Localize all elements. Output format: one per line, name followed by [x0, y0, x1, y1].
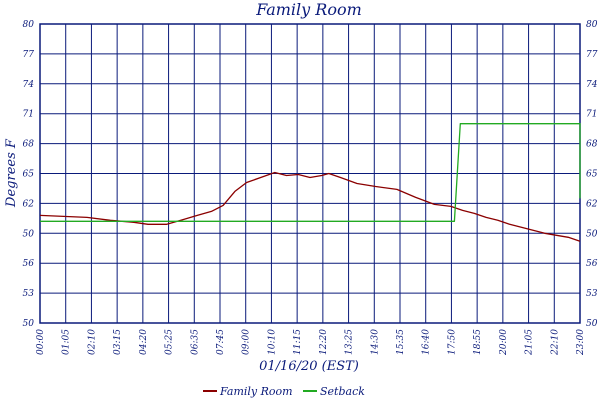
y-ticks-right: 80 77 74 71 68 65 62 50 56 53 50	[586, 20, 598, 329]
x-tick-label: 09:00	[242, 329, 252, 355]
y-tick-label-right: 62	[586, 199, 598, 209]
x-ticks: 00:00 01:05 02:10 03:15 04:20 05:25 06:35 07:45…	[36, 329, 586, 356]
x-tick-label: 11:15	[293, 329, 303, 355]
x-tick-label: 20:00	[499, 329, 509, 356]
y-tick-label-left: 77	[23, 50, 35, 60]
y-tick-label-right: 77	[586, 50, 598, 60]
legend-label-setback: Setback	[320, 385, 365, 398]
y-tick-label-left: 71	[23, 110, 34, 120]
y-tick-label-right: 80	[586, 20, 598, 30]
y-tick-label-left: 80	[23, 20, 35, 30]
x-tick-label: 07:45	[216, 329, 226, 355]
series-line-setback	[40, 123, 581, 222]
x-tick-label: 05:25	[165, 329, 175, 355]
x-tick-label: 18:55	[473, 329, 483, 355]
x-axis-label: 01/16/20 (EST)	[259, 359, 359, 374]
x-tick-label: 14:30	[370, 329, 380, 355]
y-tick-label-right: 50	[586, 319, 598, 329]
y-tick-label-right: 50	[586, 229, 598, 239]
y-tick-label-left: 74	[23, 80, 35, 90]
y-tick-label-right: 53	[586, 289, 598, 299]
series-layer	[39, 123, 581, 242]
y-tick-label-right: 74	[586, 80, 598, 90]
x-tick-label: 16:40	[422, 329, 432, 355]
y-tick-label-right: 65	[586, 170, 598, 180]
x-tick-label: 03:15	[113, 329, 123, 355]
x-tick-label: 02:10	[87, 329, 97, 355]
y-tick-label-right: 71	[586, 110, 597, 120]
x-tick-label: 04:20	[139, 329, 149, 355]
y-tick-label-left: 53	[23, 289, 35, 299]
x-tick-label: 01:05	[62, 329, 72, 355]
grid	[39, 23, 581, 324]
series-line-family-room	[39, 171, 581, 242]
y-tick-label-left: 50	[23, 319, 35, 329]
x-tick-label: 13:25	[345, 329, 355, 355]
x-tick-label: 12:20	[319, 329, 329, 355]
legend-label-family-room: Family Room	[219, 385, 293, 398]
x-tick-label: 00:00	[36, 329, 46, 355]
x-tick-label: 17:50	[447, 329, 457, 355]
y-tick-label-right: 68	[586, 140, 598, 150]
x-tick-label: 23:00	[576, 329, 586, 356]
x-tick-label: 21:05	[525, 329, 535, 356]
y-axis-label: Degrees F	[4, 138, 19, 208]
chart-title: Family Room	[255, 0, 362, 19]
y-tick-label-left: 50	[23, 229, 35, 239]
y-tick-label-left: 56	[23, 259, 35, 269]
y-tick-label-left: 65	[23, 170, 35, 180]
y-tick-label-right: 56	[586, 259, 598, 269]
y-ticks-left: 80 77 74 71 68 65 62 50 56 53 50	[23, 20, 35, 329]
x-tick-label: 22:10	[550, 329, 560, 356]
x-tick-label: 15:35	[396, 329, 406, 355]
x-tick-label: 10:10	[267, 329, 277, 355]
legend: Family Room Setback	[203, 385, 365, 398]
y-tick-label-left: 68	[23, 140, 35, 150]
x-tick-label: 06:35	[190, 329, 200, 355]
y-tick-label-left: 62	[23, 199, 35, 209]
